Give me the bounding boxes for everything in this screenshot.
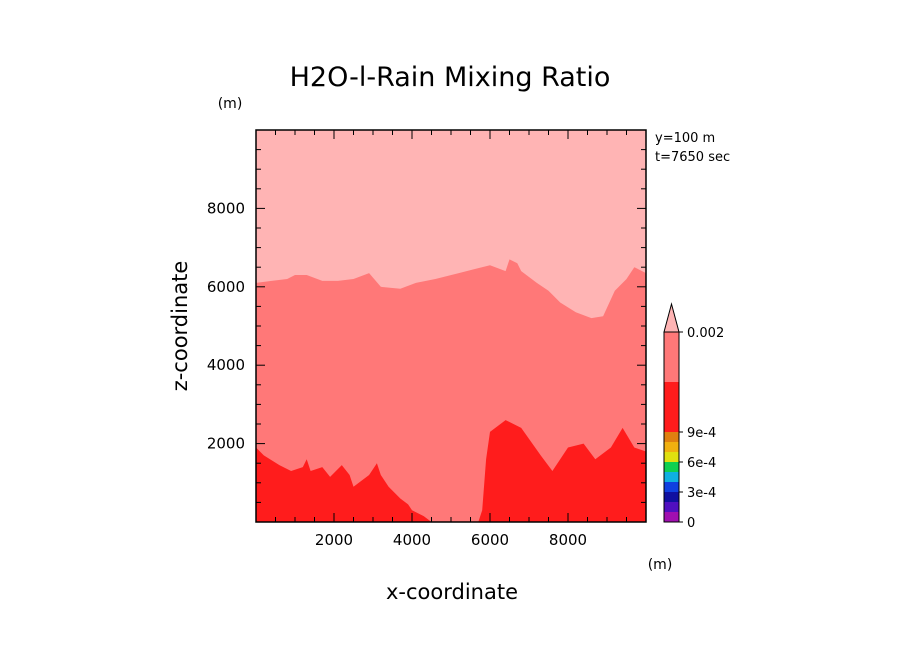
colorbar-segment xyxy=(664,492,679,502)
y-tick-label: 8000 xyxy=(207,199,245,217)
colorbar-segment xyxy=(664,502,679,512)
region-mid-red xyxy=(256,259,646,522)
colorbar-label: 3e-4 xyxy=(687,486,716,501)
colorbar-segment xyxy=(664,462,679,472)
region-dark-red xyxy=(256,420,646,522)
colorbar-label: 9e-4 xyxy=(687,426,716,441)
colorbar-segment xyxy=(664,382,679,432)
y-axis-label: z-coordinate xyxy=(168,261,192,392)
annotation-time: t=7650 sec xyxy=(655,150,730,165)
y-axis-ticks: 2000 4000 6000 8000 xyxy=(207,149,646,503)
colorbar-label: 0.002 xyxy=(687,326,724,341)
x-axis-label: x-coordinate xyxy=(386,580,518,604)
x-tick-label: 6000 xyxy=(471,531,509,549)
colorbar-segment xyxy=(664,472,679,482)
colorbar-segment xyxy=(664,432,679,442)
plot-area xyxy=(256,130,646,522)
colorbar-segment xyxy=(664,332,679,382)
y-tick-label: 2000 xyxy=(207,435,245,453)
x-axis-unit: (m) xyxy=(648,557,673,573)
x-tick-label: 4000 xyxy=(393,531,431,549)
y-tick-label: 4000 xyxy=(207,356,245,374)
x-axis-ticks: 2000 4000 6000 8000 xyxy=(275,130,627,549)
x-tick-label: 8000 xyxy=(549,531,587,549)
colorbar-outline xyxy=(663,331,680,523)
colorbar-label: 0 xyxy=(687,516,695,531)
x-tick-label: 2000 xyxy=(315,531,353,549)
colorbar-segment xyxy=(664,452,679,462)
colorbar-segment xyxy=(664,442,679,452)
annotation-y-position: y=100 m xyxy=(655,131,715,146)
y-axis-unit: (m) xyxy=(218,96,243,112)
chart-title: H2O-l-Rain Mixing Ratio xyxy=(290,62,611,93)
colorbar-extend-triangle xyxy=(663,302,680,333)
colorbar-label: 6e-4 xyxy=(687,456,716,471)
colorbar-segment xyxy=(664,512,679,522)
y-tick-label: 6000 xyxy=(207,278,245,296)
colorbar-segment xyxy=(664,482,679,492)
colorbar: 0.002 9e-4 6e-4 3e-4 0 xyxy=(663,302,724,531)
